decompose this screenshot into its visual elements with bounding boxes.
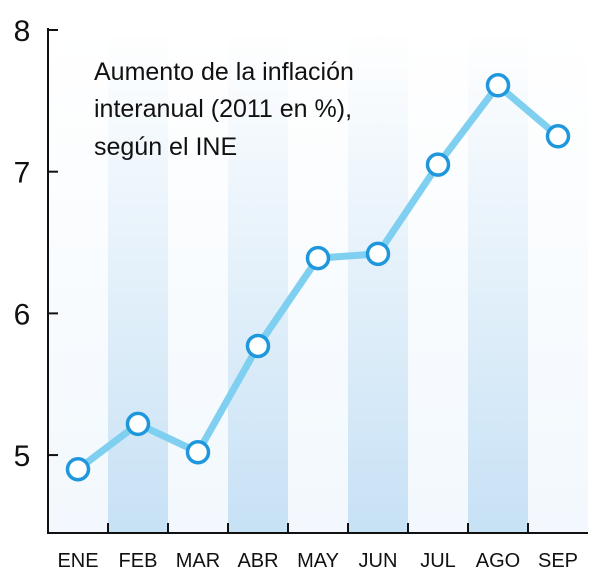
chart-title-line-3: según el INE: [94, 133, 237, 161]
data-point-jul: [425, 152, 451, 177]
column-band-abr: [228, 30, 288, 533]
y-tick-label-8: 8: [14, 15, 31, 48]
x-tick-label-ago: AGO: [476, 550, 520, 572]
y-tick-label-6: 6: [14, 298, 31, 331]
x-tick-label-jun: JUN: [359, 550, 398, 572]
x-tick-label-mar: MAR: [176, 550, 220, 572]
column-band-feb: [108, 30, 168, 533]
y-tick-label-7: 7: [14, 157, 31, 190]
x-tick-label-abr: ABR: [237, 550, 278, 572]
x-tick-label-may: MAY: [297, 550, 339, 572]
data-point-jun: [365, 241, 391, 267]
x-tick-label-sep: SEP: [538, 550, 578, 572]
data-point-ago: [485, 73, 511, 98]
chart-title-line-2: interanual (2011 en %),: [94, 95, 352, 123]
data-point-ene: [65, 456, 91, 482]
data-point-mar: [185, 439, 211, 465]
chart-title: Aumento de la inflación interanual (2011 …: [94, 58, 354, 161]
x-tick-label-jul: JUL: [420, 550, 456, 572]
chart-title-line-1: Aumento de la inflación: [94, 58, 354, 86]
y-tick-label-5: 5: [14, 440, 31, 473]
data-point-feb: [125, 411, 151, 437]
x-tick-label-ene: ENE: [57, 550, 98, 572]
data-point-sep: [545, 124, 571, 149]
y-axis-ticks: 5 6 7 8: [14, 15, 58, 473]
axes: [47, 28, 588, 534]
x-axis-ticks: ENE FEB MAR ABR MAY JUN JUL AGO SEP: [57, 523, 578, 572]
column-bands: [48, 30, 588, 533]
series-inflation: [65, 73, 571, 482]
data-point-may: [305, 245, 331, 271]
x-tick-label-feb: FEB: [119, 550, 158, 572]
data-point-abr: [245, 333, 271, 359]
column-band-jun: [348, 30, 408, 533]
